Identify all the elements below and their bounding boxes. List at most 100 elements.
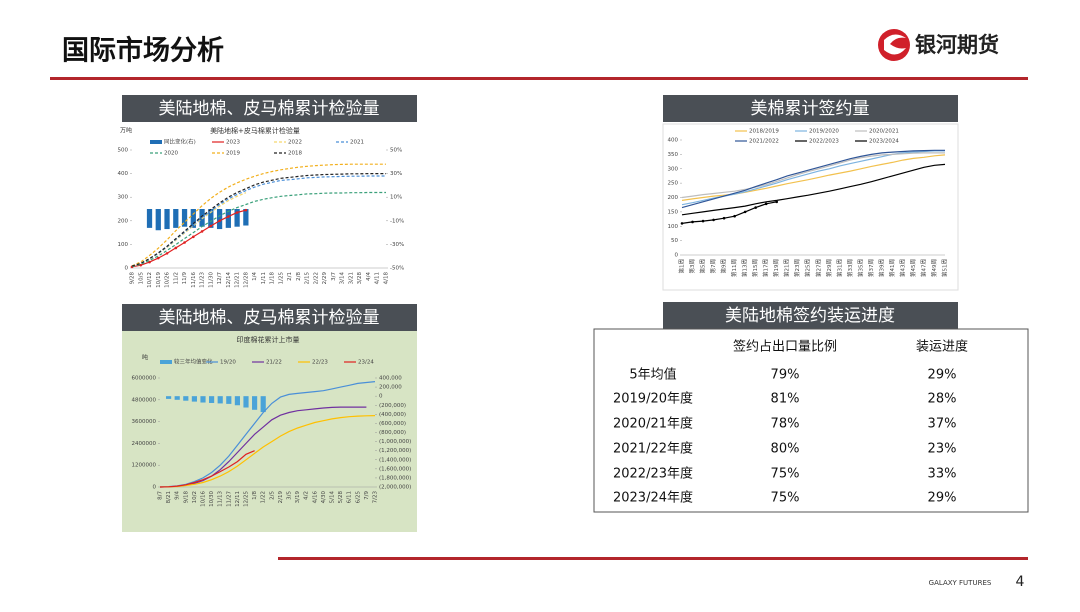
slide-title: 国际市场分析 [62, 35, 224, 67]
page-number: 4 [1016, 574, 1025, 590]
series-line [681, 149, 945, 209]
bar [243, 209, 249, 226]
table-frame [593, 328, 1029, 513]
y2-tick-label: (1,200,000) [379, 448, 411, 454]
table-cell: 33% [928, 467, 957, 482]
chart-title: 美陆地棉+皮马棉累计检验量 [210, 126, 300, 135]
series-line [681, 163, 946, 216]
chart: 美陆地棉+皮马棉累计检验量 万吨 0 100 200 300 400 500 -50% -30% -… [112, 124, 404, 290]
panel-title-bar [122, 304, 417, 331]
y-tick-label: 150 [668, 209, 679, 215]
table-cell: 28% [928, 392, 957, 407]
x-tick-label: 第23周 [793, 259, 801, 277]
x-tick-label: 11/27 [226, 491, 232, 507]
x-tick-label: 5/28 [338, 491, 344, 504]
legend-label: 19/20 [220, 360, 236, 366]
x-tick-label: 第45周 [909, 259, 917, 277]
y2-tick-label: (1,600,000) [379, 466, 411, 472]
x-tick-label: 第33周 [846, 259, 854, 277]
legend-label: 21/22 [266, 360, 282, 366]
x-tick-label: 12/11 [235, 491, 241, 507]
bar [164, 209, 170, 230]
table-cell: 2020/21年度 [613, 416, 693, 432]
y2-tick-label: (2,000,000) [379, 485, 411, 491]
x-tick-label: 9/18 [183, 491, 189, 504]
table-cell: 80% [771, 442, 800, 457]
series-marker [733, 214, 736, 218]
x-tick-label: 第51周 [941, 259, 949, 277]
x-tick-label: 10/16 [201, 491, 207, 507]
x-tick-label: 11/2 [173, 272, 179, 284]
legend-label: 2022 [288, 140, 302, 146]
bar [226, 396, 232, 404]
panel-title: 美陆地棉、皮马棉累计检验量 [159, 308, 380, 328]
x-tick-label: 3/5 [287, 491, 293, 500]
series-marker [743, 210, 747, 214]
y-tick-label: 0 [153, 485, 157, 491]
x-tick-label: 第9周 [720, 259, 728, 274]
legend-label: 2022/2023 [809, 139, 839, 145]
logo-text: 银河期货 [915, 33, 999, 57]
x-tick-label: 3/19 [295, 491, 301, 504]
series-line [681, 152, 945, 199]
bar [183, 396, 189, 401]
bar [190, 209, 196, 228]
x-tick-label: 6/11 [347, 491, 353, 503]
table-cell: 2023/24年度 [613, 490, 693, 506]
x-tick-label: 4/18 [384, 272, 390, 285]
series-marker [235, 211, 239, 214]
x-tick-label: 第7周 [709, 259, 717, 274]
y2-tick-label: (600,000) [379, 421, 406, 427]
table-cell: 5年均值 [629, 367, 676, 383]
y2-tick-label: 0 [379, 394, 383, 400]
x-tick-label: 12/28 [243, 272, 249, 288]
legend-label: 较三年均值变化 [174, 358, 213, 366]
bar [146, 209, 153, 228]
legend-label: 22/23 [312, 360, 328, 366]
x-tick-label: 1/18 [270, 272, 276, 285]
x-tick-label: 第43周 [898, 259, 906, 277]
panel-title-bar [122, 95, 417, 122]
x-tick-label: 8/21 [166, 491, 172, 503]
x-tick-label: 第11周 [730, 259, 738, 277]
x-tick-label: 9/28 [130, 272, 136, 285]
table-cell: 2022/23年度 [613, 466, 693, 482]
bar [191, 396, 197, 402]
series-line [159, 450, 255, 488]
series-marker [244, 208, 248, 212]
table-cell: 79% [771, 368, 800, 383]
series-marker [209, 224, 213, 228]
x-tick-label: 1/22 [261, 491, 267, 503]
y2-tick-label: 30% [390, 171, 402, 177]
series-line [131, 173, 386, 267]
legend-label: 2020 [164, 151, 178, 157]
x-tick-label: 2/5 [269, 491, 275, 500]
y-tick-label: 200 [118, 218, 129, 224]
series-line [681, 201, 777, 224]
y-tick-label: 50 [671, 238, 678, 244]
panel-title-bar [663, 302, 958, 329]
series-marker [156, 256, 160, 260]
y2-tick-label: -10% [390, 218, 404, 224]
x-tick-label: 11/13 [218, 491, 224, 507]
x-tick-label: 4/2 [304, 491, 310, 500]
footer-brand: GALAXY FUTURES [929, 579, 992, 587]
bar [209, 396, 215, 403]
series-marker [754, 206, 757, 209]
bar [216, 209, 223, 230]
legend-label: 2020/2021 [869, 129, 899, 135]
bar [155, 209, 161, 231]
x-tick-label: 10/26 [165, 272, 171, 288]
y-tick-label: 1200000 [132, 463, 157, 469]
y-tick-label: 100 [118, 242, 129, 248]
panel-title: 美棉累计签约量 [751, 99, 870, 119]
y-tick-label: 6000000 [132, 376, 157, 382]
series-marker [148, 260, 151, 264]
series-marker [764, 202, 768, 206]
x-tick-label: 第15周 [751, 259, 759, 277]
x-tick-label: 4/11 [375, 272, 381, 284]
bar [234, 396, 240, 406]
table-header: 装运进度 [916, 339, 968, 355]
series-marker [183, 241, 186, 244]
y2-tick-label: -30% [390, 242, 404, 248]
